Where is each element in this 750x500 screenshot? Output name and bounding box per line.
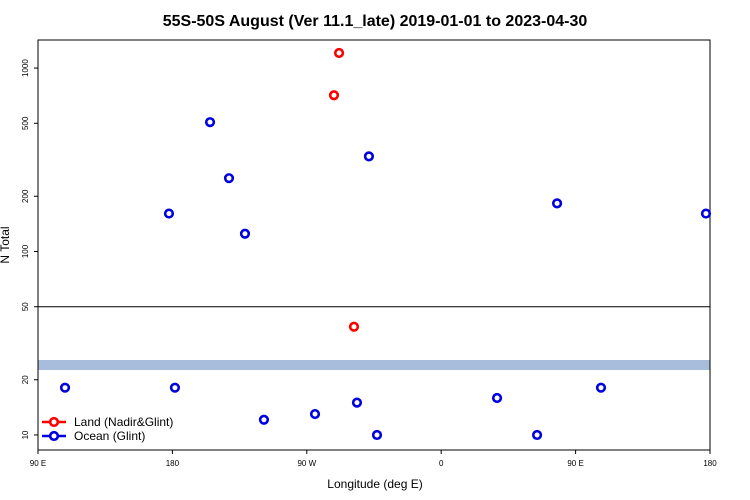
plot-frame [37, 39, 711, 451]
point [363, 151, 375, 162]
legend: Land (Nadir&Glint)Ocean (Glint) [42, 415, 173, 443]
point [204, 117, 216, 128]
legend-label: Ocean (Glint) [74, 429, 145, 443]
point [371, 429, 383, 441]
chart-title: 55S-50S August (Ver 11.1_late) 2019-01-0… [163, 13, 588, 30]
legend-marker [48, 416, 60, 428]
point [328, 90, 340, 101]
y-tick-label: 200 [21, 189, 30, 203]
point [258, 414, 270, 425]
x-tick-label: 90 W [297, 459, 316, 468]
x-axis-label: Longitude (deg E) [327, 477, 422, 491]
point [348, 321, 360, 332]
point [223, 173, 235, 184]
y-axis-label: N Total [0, 226, 12, 263]
point [239, 228, 251, 239]
point [491, 392, 503, 404]
y-tick-label: 1000 [21, 59, 30, 77]
x-tick-label: 90 E [30, 459, 46, 468]
y-tick-label: 20 [21, 375, 30, 384]
y-tick-label: 50 [21, 302, 30, 311]
point [169, 382, 181, 393]
point [351, 397, 363, 408]
point [531, 429, 543, 441]
point [333, 47, 345, 59]
point [551, 198, 563, 209]
band [38, 360, 710, 370]
x-tick-label: 180 [703, 459, 717, 468]
x-tick-label: 90 E [567, 459, 583, 468]
x-tick-label: 0 [439, 459, 444, 468]
point [59, 382, 71, 393]
point [595, 382, 607, 393]
legend-label: Land (Nadir&Glint) [74, 415, 173, 429]
y-tick-label: 500 [21, 116, 30, 130]
legend-marker [48, 430, 60, 442]
y-tick-label: 100 [21, 244, 30, 258]
y-tick-label: 10 [21, 430, 30, 439]
point [163, 208, 175, 219]
x-tick-label: 180 [166, 459, 180, 468]
point [700, 208, 712, 219]
point [309, 408, 321, 420]
